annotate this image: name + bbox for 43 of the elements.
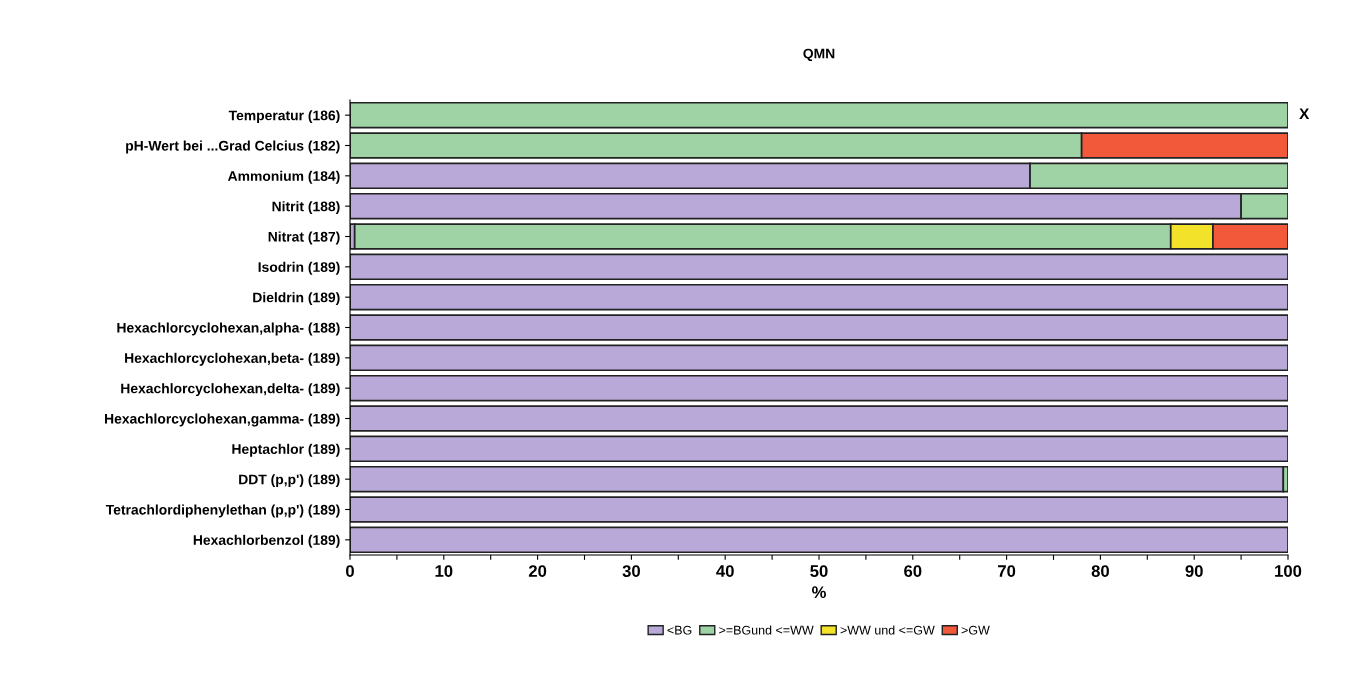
y-tick-label: DDT (p,p') (189)	[239, 474, 340, 488]
y-tick-label: Nitrat (187)	[268, 231, 340, 245]
x-tick-label: 60	[904, 565, 922, 577]
x-tick-label: 10	[435, 565, 453, 577]
y-tick-label: Dieldrin (189)	[253, 292, 340, 306]
x-tick-label: 90	[1185, 565, 1203, 577]
y-tick-label: Tetrachlordiphenylethan (p,p') (189)	[105, 504, 340, 518]
y-tick-label: Temperatur (186)	[228, 110, 340, 124]
y-tick-label: Hexachlorcyclohexan,beta- (189)	[125, 352, 340, 366]
bar	[350, 374, 1288, 402]
x-tick-label: 70	[998, 565, 1016, 577]
legend-label: <BG	[667, 625, 692, 635]
bar	[350, 405, 1288, 432]
bar	[350, 253, 1288, 281]
y-tick-label: Ammonium (184)	[227, 170, 340, 184]
legend-label: >GW	[961, 625, 990, 635]
x-tick-label: 30	[622, 565, 640, 577]
x-tick-label: 40	[716, 565, 734, 577]
x-tick-label: 50	[810, 565, 828, 577]
y-tick-label: Hexachlorcyclohexan,delta- (189)	[121, 383, 340, 397]
bar	[350, 101, 1288, 129]
y-tick-label: Nitrit (188)	[272, 201, 340, 215]
chart-title: QMN	[803, 48, 835, 62]
legend-label: >=BGund <=WW	[719, 625, 814, 635]
bar	[350, 283, 1288, 311]
x-tick-label: 100	[1275, 565, 1302, 577]
x-tick-label: 20	[528, 565, 547, 577]
y-tick-label: Hexachlorbenzol (189)	[193, 534, 340, 548]
y-tick-label: Heptachlor (189)	[232, 443, 340, 457]
y-tick-label: Hexachlorcyclohexan,alpha- (188)	[117, 322, 340, 336]
y-tick-label: pH-Wert bei ...Grad Celcius (182)	[126, 140, 340, 154]
bar	[350, 465, 1285, 493]
legend-label: >WW und <=GW	[840, 625, 935, 635]
x-tick-label: 80	[1091, 565, 1109, 577]
annotation: X	[1299, 108, 1310, 120]
y-tick-label: Hexachlorcyclohexan,gamma- (189)	[105, 413, 340, 427]
bar	[350, 435, 1288, 463]
bar	[350, 344, 1288, 372]
bar	[350, 496, 1288, 523]
y-tick-label: Isodrin (189)	[258, 261, 340, 275]
x-axis-title: %	[812, 586, 826, 599]
x-tick-label: 0	[346, 565, 354, 577]
bar	[350, 314, 1288, 341]
